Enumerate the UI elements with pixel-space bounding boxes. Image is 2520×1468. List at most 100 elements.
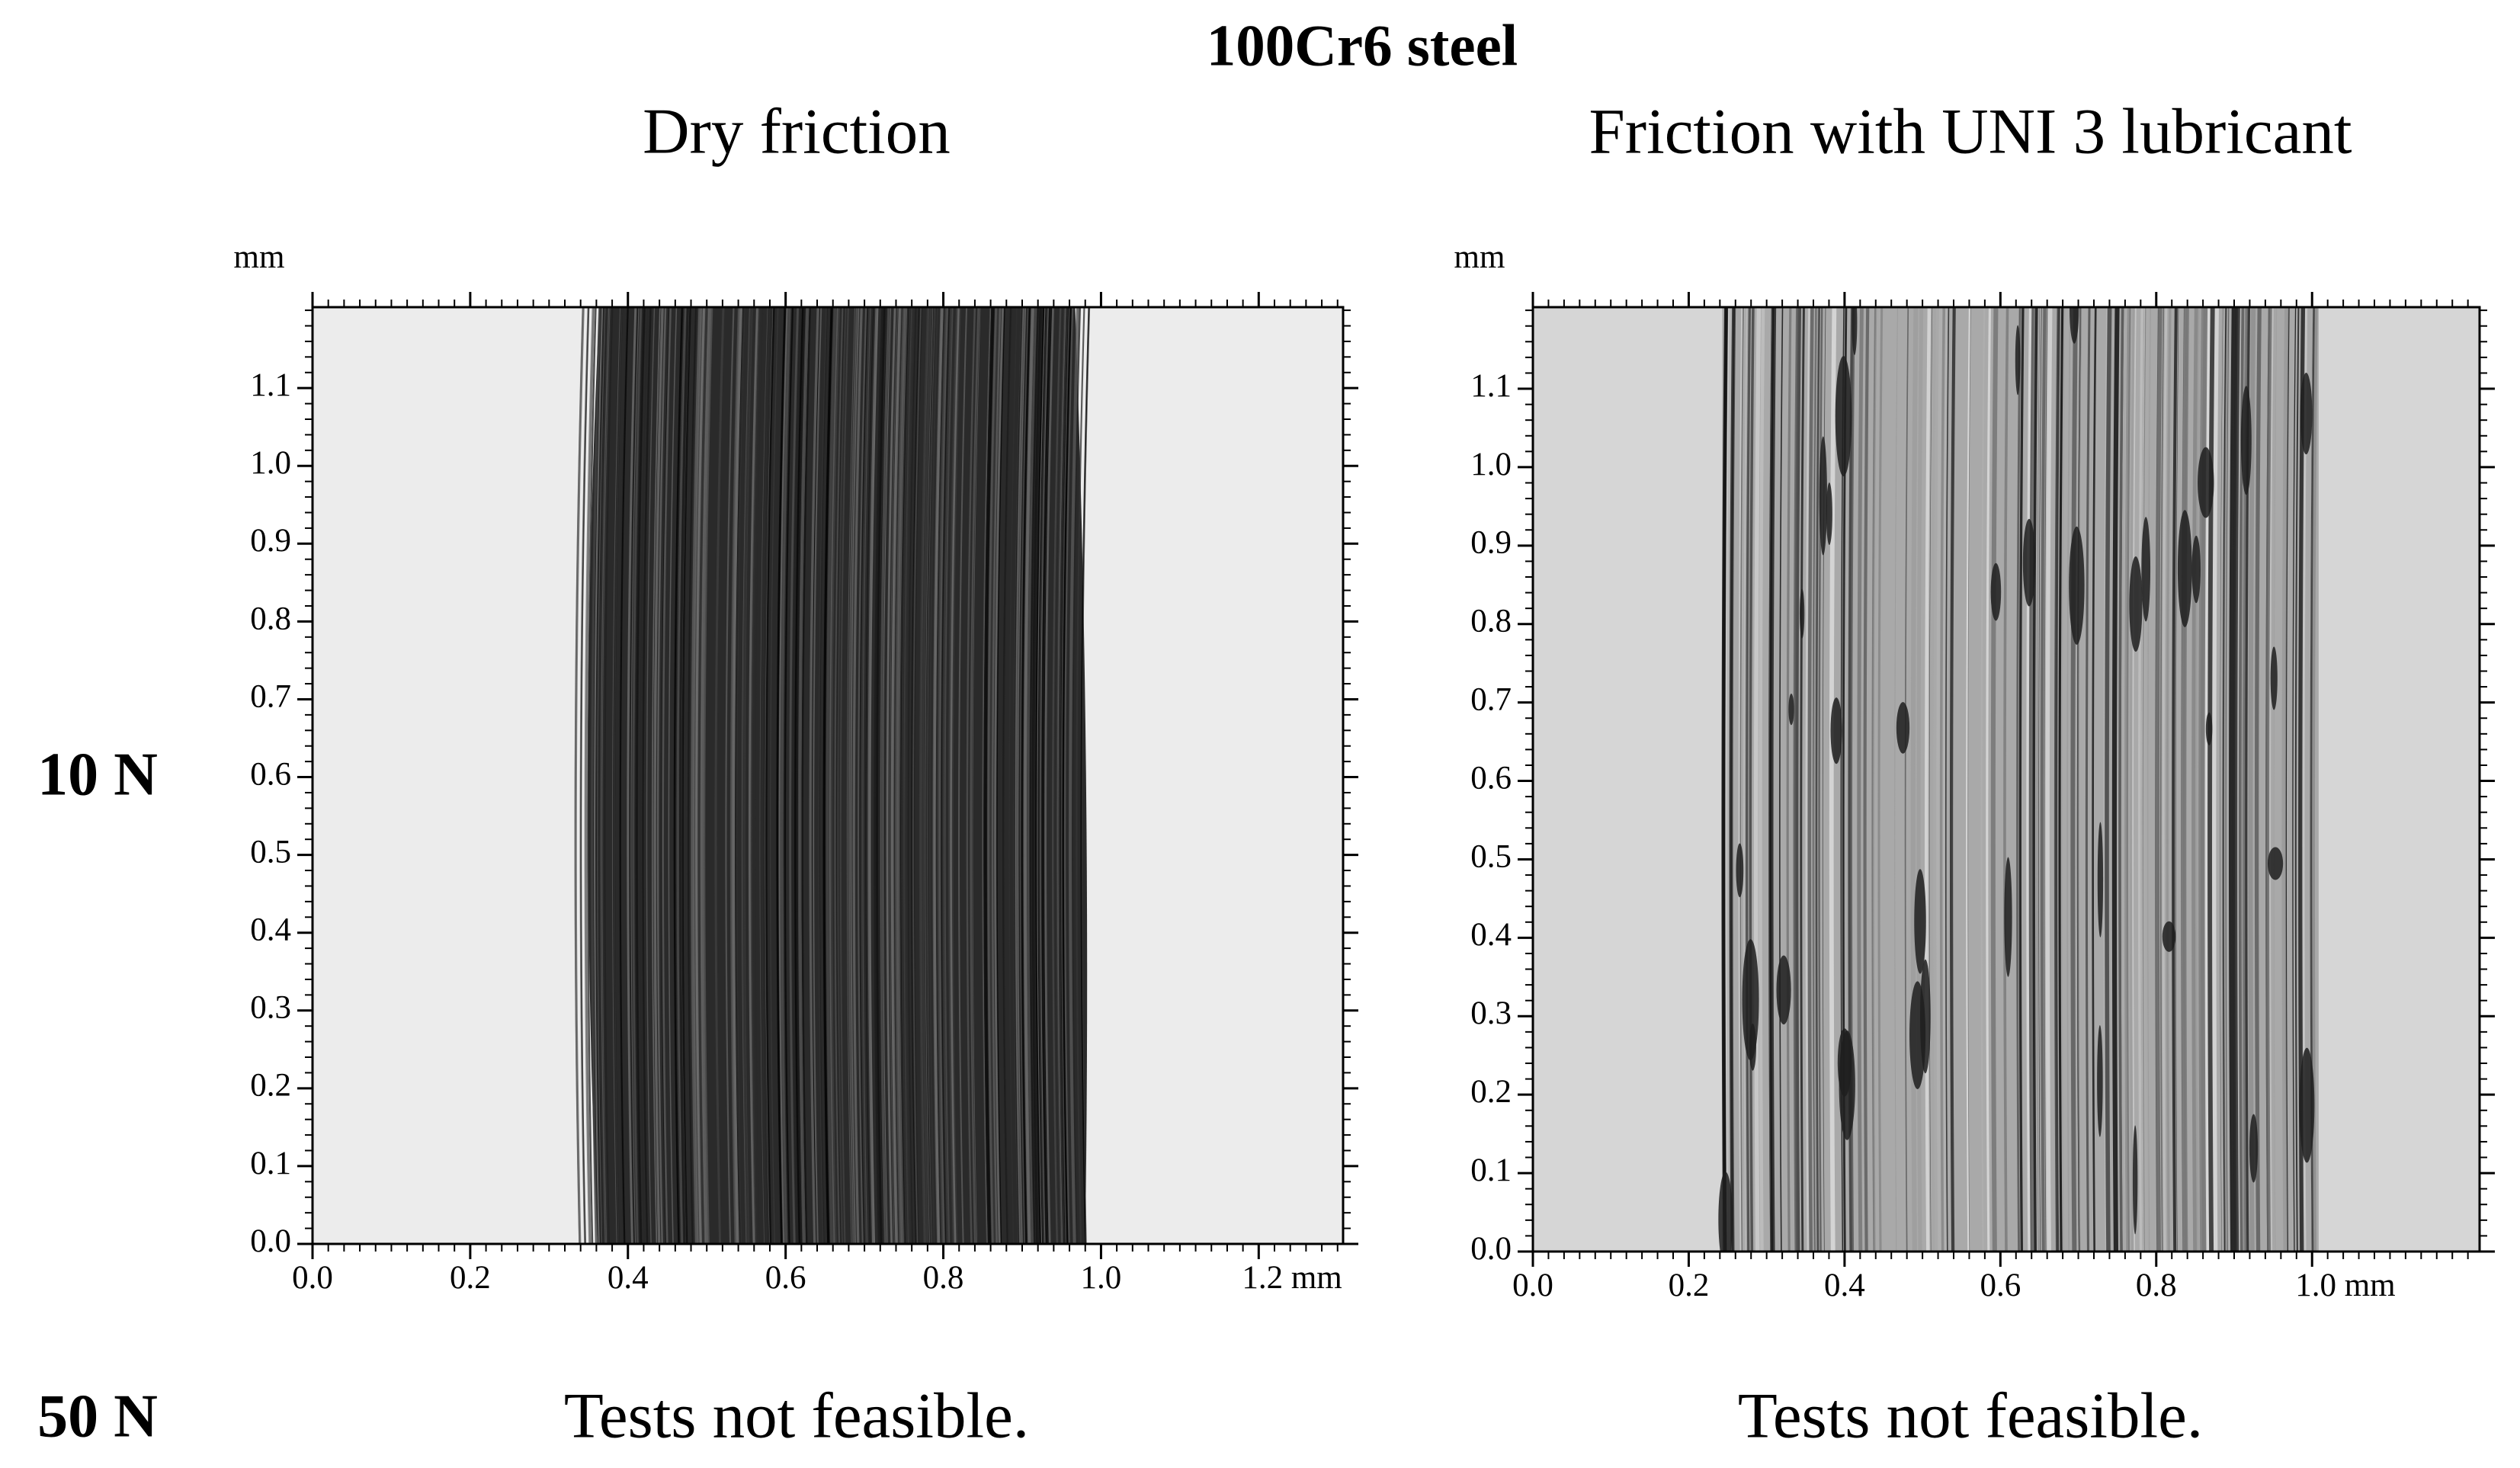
scratch [632, 307, 643, 1244]
scratch [1768, 307, 1775, 1252]
scratch [942, 307, 952, 1244]
scratch [941, 307, 950, 1244]
scratch [646, 307, 656, 1244]
scratch [762, 307, 772, 1244]
scratch [826, 307, 836, 1244]
scratch [1071, 307, 1082, 1244]
y-tick-label: 0.8 [1470, 604, 1512, 639]
scratch [2198, 307, 2206, 1252]
scratch [903, 307, 913, 1244]
scratch [797, 307, 807, 1244]
scratch [1725, 307, 1733, 1252]
scratch [2137, 307, 2145, 1252]
scratch [770, 307, 779, 1244]
scratch [695, 307, 706, 1244]
scratch [2077, 307, 2081, 1252]
x-tick-label: 1.0 mm [2295, 1268, 2395, 1303]
scratch [636, 307, 646, 1244]
debris [1830, 697, 1842, 764]
scratch [725, 307, 735, 1244]
debris [2300, 372, 2313, 455]
debris [2070, 307, 2079, 344]
scratch [1081, 307, 1090, 1244]
scratch [875, 307, 886, 1244]
scratch [693, 307, 703, 1244]
scratch [1786, 307, 1792, 1252]
scratch [1829, 307, 1837, 1252]
debris [2240, 386, 2252, 495]
scratch [966, 307, 976, 1244]
scratch [1019, 307, 1029, 1244]
scratch [2270, 307, 2277, 1252]
scratch [2054, 307, 2059, 1252]
scratch [661, 307, 670, 1244]
y-tick-label: 0.2 [1470, 1074, 1512, 1110]
scratch [818, 307, 827, 1244]
scratch [1941, 307, 1948, 1252]
debris [2191, 535, 2201, 604]
scratch [759, 307, 768, 1244]
scratch [2055, 307, 2060, 1252]
scratch [789, 307, 800, 1244]
scratch [983, 307, 992, 1244]
debris [1837, 1028, 1852, 1097]
scratch [2003, 307, 2009, 1252]
scratch [1863, 307, 1870, 1252]
scratch [755, 307, 764, 1244]
scratch [1986, 307, 1991, 1252]
debris [2141, 517, 2151, 622]
scratch [2038, 307, 2042, 1252]
y-tick-label: 0.7 [1470, 682, 1512, 718]
scratch [865, 307, 874, 1244]
scratch [2118, 307, 2124, 1252]
debris [1826, 482, 1832, 545]
scratch [912, 307, 923, 1244]
scratch [1813, 307, 1819, 1252]
scratch [677, 307, 687, 1244]
scratch [1743, 307, 1749, 1252]
scratch [1029, 307, 1039, 1244]
scratch [673, 307, 683, 1244]
scratch [1056, 307, 1066, 1244]
scratch [858, 307, 868, 1244]
x-tick-label: 0.4 [608, 1260, 649, 1296]
scratch [1936, 307, 1943, 1252]
x-tick-label: 0.6 [765, 1260, 806, 1296]
scratch [2204, 307, 2211, 1252]
row-label: 10 N [37, 741, 158, 808]
scratch [801, 307, 811, 1244]
scratch [652, 307, 662, 1244]
scratch [1062, 307, 1072, 1244]
scratch [1057, 307, 1066, 1244]
scratch [580, 307, 590, 1244]
scratch [862, 307, 871, 1244]
y-unit-label: mm [234, 239, 285, 275]
scratch [886, 307, 896, 1244]
scratch [2124, 307, 2130, 1252]
scratch [2172, 307, 2179, 1252]
scratch [1807, 307, 1814, 1252]
scratch [2294, 307, 2300, 1252]
scratch [662, 307, 672, 1244]
scratch [1966, 307, 1970, 1252]
note: Tests not feasible. [1738, 1380, 2203, 1452]
debris [1749, 1024, 1756, 1071]
scratch [2092, 307, 2097, 1252]
debris [1990, 563, 2002, 621]
scratch [1916, 307, 1924, 1252]
scratch [2175, 307, 2179, 1252]
scratch [983, 307, 992, 1244]
scratch [1035, 307, 1045, 1244]
debris [2097, 1025, 2103, 1137]
scratch [1990, 307, 1999, 1252]
scratch [668, 307, 678, 1244]
scratch [870, 307, 879, 1244]
scratch [2126, 307, 2131, 1252]
scratch [2070, 307, 2078, 1252]
scratch [935, 307, 944, 1244]
scratch [765, 307, 774, 1244]
scratch [2124, 307, 2127, 1252]
scratch [2162, 307, 2168, 1252]
scratch [839, 307, 849, 1244]
